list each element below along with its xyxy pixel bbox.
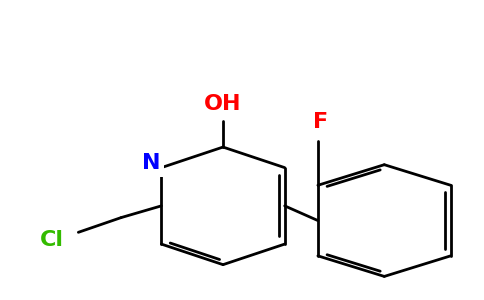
Text: N: N — [142, 153, 160, 173]
Text: F: F — [313, 112, 328, 132]
Text: OH: OH — [204, 94, 242, 114]
Text: Cl: Cl — [40, 230, 64, 250]
